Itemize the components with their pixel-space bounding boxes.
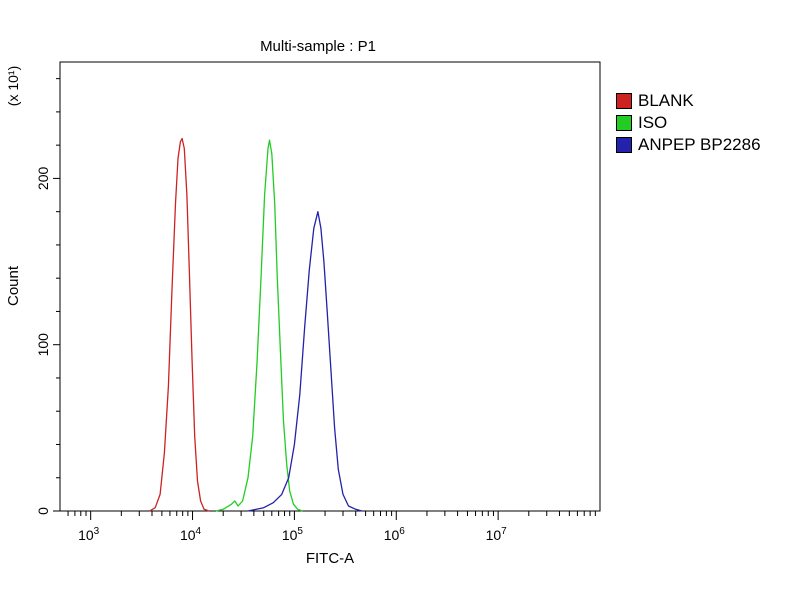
- legend-swatch-iso: [616, 115, 632, 131]
- legend: BLANK ISO ANPEP BP2286: [616, 90, 761, 156]
- series-line-iso: [215, 139, 303, 512]
- legend-item-blank: BLANK: [616, 90, 761, 112]
- y-axis-label: Count: [5, 265, 22, 306]
- series-line-anpep-bp2286: [247, 211, 363, 512]
- y-tick-label: 200: [35, 167, 51, 191]
- x-tick-label: 106: [384, 526, 406, 543]
- x-tick-label: 103: [78, 526, 100, 543]
- x-tick-label: 107: [486, 526, 508, 543]
- x-tick-label: 104: [180, 526, 202, 543]
- y-tick-label: 100: [35, 333, 51, 357]
- legend-label-blank: BLANK: [638, 91, 694, 110]
- legend-swatch-blank: [616, 93, 632, 109]
- legend-item-anpep: ANPEP BP2286: [616, 134, 761, 156]
- legend-label-anpep: ANPEP BP2286: [638, 135, 761, 154]
- plot-area: [59, 61, 601, 512]
- chart-title: Multi-sample : P1: [260, 38, 376, 55]
- series-layer: [149, 137, 363, 512]
- y-tick-label: 0: [35, 507, 51, 515]
- y-multiplier-label: (x 10¹): [5, 66, 21, 106]
- legend-swatch-anpep: [616, 137, 632, 153]
- x-axis-label: FITC-A: [306, 550, 354, 567]
- legend-label-iso: ISO: [638, 113, 668, 132]
- series-line-blank: [149, 137, 210, 512]
- axis-ticks: 0 100 200 103 104 105 106 107: [35, 78, 596, 543]
- legend-item-iso: ISO: [616, 112, 761, 134]
- x-tick-label: 105: [282, 526, 304, 543]
